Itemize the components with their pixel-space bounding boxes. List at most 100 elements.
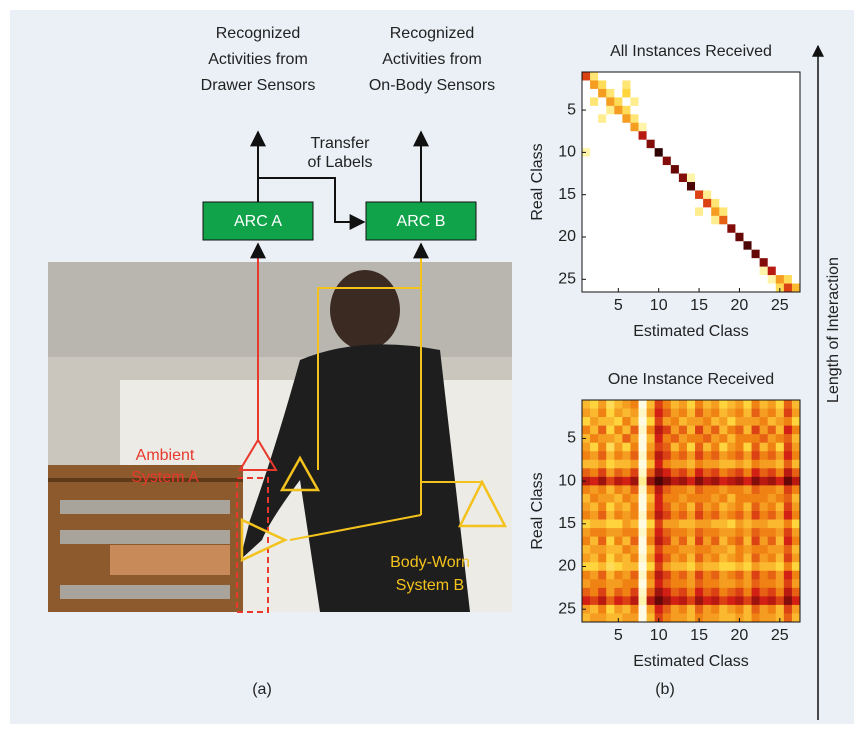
heatmap-cell bbox=[687, 605, 695, 614]
heatmap-cell bbox=[671, 417, 679, 426]
heatmap-cell bbox=[784, 528, 792, 537]
heatmap-cell bbox=[590, 477, 598, 486]
heatmap-cell bbox=[727, 190, 735, 199]
heatmap-cell bbox=[647, 520, 655, 529]
heatmap-cell bbox=[655, 97, 663, 106]
heatmap-cell bbox=[679, 562, 687, 571]
heatmap-cell bbox=[735, 477, 743, 486]
heatmap-cell bbox=[606, 106, 614, 115]
heatmap-cell bbox=[768, 140, 776, 149]
heatmap-cell bbox=[776, 605, 784, 614]
heatmap-cell bbox=[768, 520, 776, 529]
heatmap-cell bbox=[655, 157, 663, 166]
heatmap-cell bbox=[679, 434, 687, 443]
heatmap-cell bbox=[655, 485, 663, 494]
heatmap-cell bbox=[776, 157, 784, 166]
system-label: System A bbox=[131, 469, 199, 486]
heatmap-cell bbox=[776, 443, 784, 452]
heatmap-cell bbox=[711, 554, 719, 563]
heatmap-cell bbox=[671, 106, 679, 115]
heatmap-cell bbox=[703, 174, 711, 183]
heatmap-cell bbox=[663, 545, 671, 554]
heatmap-cell bbox=[590, 451, 598, 460]
heatmap-cell bbox=[711, 434, 719, 443]
heatmap-cell bbox=[687, 165, 695, 174]
heatmap-cell bbox=[703, 605, 711, 614]
heatmap-cell bbox=[776, 258, 784, 267]
heatmap-cell bbox=[719, 174, 727, 183]
heatmap-cell bbox=[743, 80, 751, 89]
heatmap-cell bbox=[752, 613, 760, 622]
heatmap-cell bbox=[687, 426, 695, 435]
heatmap-cell bbox=[655, 588, 663, 597]
heatmap-cell bbox=[606, 148, 614, 157]
heatmap-cell bbox=[703, 267, 711, 276]
heatmap-cell bbox=[647, 443, 655, 452]
heatmap-cell bbox=[655, 224, 663, 233]
heatmap-cell bbox=[711, 123, 719, 132]
heatmap-cell bbox=[647, 258, 655, 267]
y-tick-label: 10 bbox=[558, 472, 576, 489]
heatmap-cell bbox=[695, 72, 703, 81]
heatmap-cell bbox=[784, 571, 792, 580]
heatmap-cell bbox=[784, 131, 792, 140]
heatmap-cell bbox=[711, 72, 719, 81]
heatmap-cell bbox=[703, 97, 711, 106]
heatmap-cell bbox=[743, 140, 751, 149]
heatmap-cell bbox=[752, 89, 760, 98]
heatmap-cell bbox=[671, 468, 679, 477]
heatmap-cell bbox=[630, 233, 638, 242]
heatmap-cell bbox=[768, 174, 776, 183]
heatmap-cell bbox=[687, 97, 695, 106]
heatmap-cell bbox=[582, 207, 590, 216]
heatmap-cell bbox=[743, 528, 751, 537]
heatmap-cell bbox=[622, 571, 630, 580]
heatmap-cell bbox=[655, 579, 663, 588]
heatmap-cell bbox=[671, 148, 679, 157]
heatmap-cell bbox=[598, 123, 606, 132]
heatmap-cell bbox=[679, 520, 687, 529]
heatmap-cell bbox=[760, 224, 768, 233]
heatmap-cell bbox=[735, 494, 743, 503]
heatmap-cell bbox=[719, 140, 727, 149]
heatmap-cell bbox=[590, 417, 598, 426]
heatmap-cell bbox=[727, 123, 735, 132]
heatmap-cell bbox=[719, 596, 727, 605]
heatmap-cell bbox=[743, 554, 751, 563]
heatmap-cell bbox=[760, 258, 768, 267]
heatmap-cell bbox=[590, 72, 598, 81]
heatmap-cell bbox=[735, 537, 743, 546]
heatmap-cell bbox=[663, 123, 671, 132]
heatmap-cell bbox=[687, 528, 695, 537]
heatmap-cell bbox=[743, 157, 751, 166]
heatmap-cell bbox=[590, 207, 598, 216]
heatmap-cell bbox=[647, 451, 655, 460]
heatmap-cell bbox=[671, 216, 679, 225]
heatmap-cell bbox=[760, 216, 768, 225]
heatmap-cell bbox=[735, 207, 743, 216]
heatmap-cell bbox=[582, 199, 590, 208]
heatmap-cell bbox=[703, 250, 711, 259]
heatmap-cell bbox=[776, 520, 784, 529]
heatmap-cell bbox=[639, 562, 647, 571]
heatmap-cell bbox=[622, 579, 630, 588]
heatmap-cell bbox=[671, 502, 679, 511]
heatmap-cell bbox=[663, 537, 671, 546]
heatmap-cell bbox=[760, 123, 768, 132]
heatmap-cell bbox=[598, 114, 606, 123]
heatmap-cell bbox=[639, 605, 647, 614]
heatmap-cell bbox=[590, 250, 598, 259]
heatmap-cell bbox=[784, 426, 792, 435]
heatmap-cell bbox=[606, 409, 614, 418]
heatmap-cell bbox=[776, 417, 784, 426]
heatmap-cell bbox=[703, 511, 711, 520]
heatmap-cell bbox=[663, 140, 671, 149]
heatmap-cell bbox=[743, 426, 751, 435]
heatmap-cell bbox=[590, 267, 598, 276]
heatmap-cell bbox=[598, 545, 606, 554]
heatmap-cell bbox=[582, 528, 590, 537]
heatmap-cell bbox=[784, 284, 792, 293]
heatmap-cell bbox=[614, 140, 622, 149]
heatmap-cell bbox=[606, 485, 614, 494]
heatmap-cell bbox=[727, 250, 735, 259]
